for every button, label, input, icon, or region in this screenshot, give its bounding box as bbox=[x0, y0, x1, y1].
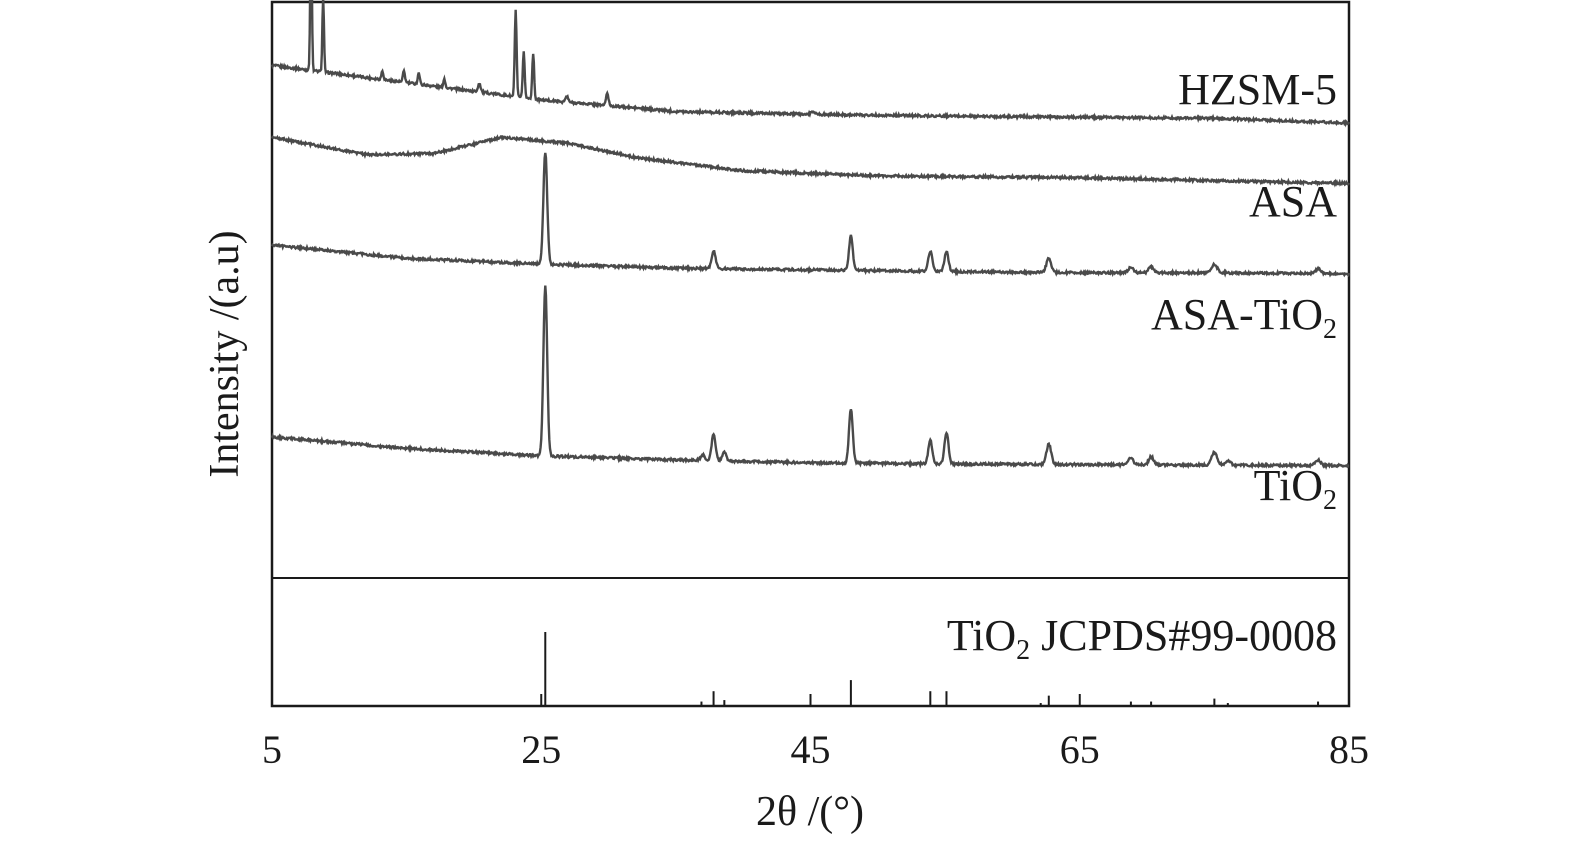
x-tick-label-45: 45 bbox=[791, 727, 831, 772]
traces bbox=[270, 0, 1351, 471]
series-trace-asa bbox=[270, 134, 1351, 188]
series-trace-asa-tio2 bbox=[270, 152, 1351, 278]
series-trace-tio2 bbox=[270, 285, 1350, 471]
x-tick-label-5: 5 bbox=[262, 727, 282, 772]
reference-lines bbox=[544, 632, 1320, 706]
series-label-tio2: TiO2 bbox=[1254, 461, 1337, 516]
series-label-asa: ASA bbox=[1249, 177, 1337, 226]
x-axis-title: 2θ /(°) bbox=[756, 789, 864, 835]
series-label-tio2-main: TiO bbox=[1254, 461, 1323, 510]
series-label-asa-tio2-main: ASA-TiO bbox=[1151, 290, 1323, 339]
x-tick-label-25: 25 bbox=[521, 727, 561, 772]
series-trace-hzsm-5 bbox=[270, 0, 1351, 128]
series-label-asa-tio2-sub: 2 bbox=[1323, 314, 1337, 345]
reference-label-rest: JCPDS#99-0008 bbox=[1030, 611, 1337, 660]
reference-label-main: TiO bbox=[947, 611, 1016, 660]
series-label-hzsm5: HZSM-5 bbox=[1178, 65, 1337, 114]
series-label-asa-tio2: ASA-TiO2 bbox=[1151, 290, 1337, 345]
y-axis-title: Intensity /(a.u) bbox=[202, 230, 248, 477]
x-tick-label-85: 85 bbox=[1329, 727, 1369, 772]
series-label-tio2-sub: 2 bbox=[1323, 485, 1337, 516]
x-ticks: 5 25 45 65 85 bbox=[262, 694, 1369, 772]
reference-label: TiO2 JCPDS#99-0008 bbox=[947, 611, 1337, 666]
x-tick-label-65: 65 bbox=[1060, 727, 1100, 772]
reference-label-sub: 2 bbox=[1016, 635, 1030, 666]
